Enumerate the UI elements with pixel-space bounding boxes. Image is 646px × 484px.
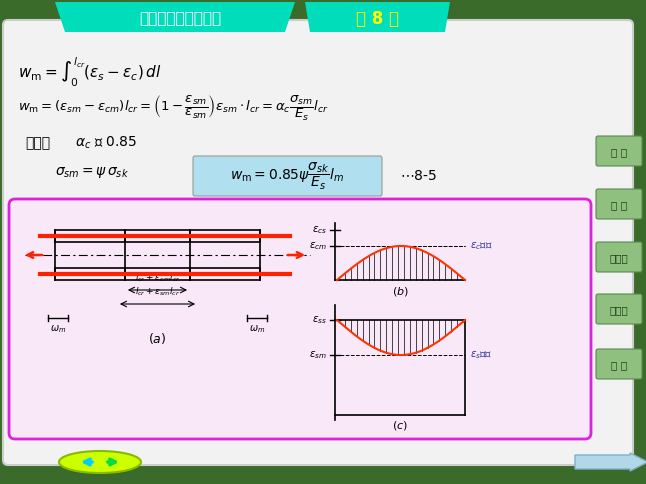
Text: $\omega_m$: $\omega_m$ xyxy=(50,323,66,335)
Text: $\omega_m$: $\omega_m$ xyxy=(249,323,265,335)
Text: 第 8 章: 第 8 章 xyxy=(355,10,399,28)
Text: 上一章: 上一章 xyxy=(610,253,629,263)
Bar xyxy=(125,230,190,242)
Bar xyxy=(55,230,125,242)
Text: $\varepsilon_{ss}$: $\varepsilon_{ss}$ xyxy=(312,314,327,326)
Text: 帮 助: 帮 助 xyxy=(611,360,627,370)
FancyBboxPatch shape xyxy=(596,242,642,272)
Text: $(a)$: $(a)$ xyxy=(149,331,167,346)
FancyBboxPatch shape xyxy=(596,136,642,166)
Text: $(b)$: $(b)$ xyxy=(391,286,408,299)
Text: $\varepsilon_{sm}$: $\varepsilon_{sm}$ xyxy=(309,349,327,361)
Text: $\alpha_c$ 取 0.85: $\alpha_c$ 取 0.85 xyxy=(75,135,137,151)
FancyBboxPatch shape xyxy=(3,20,633,465)
Text: $w_{\rm m} = 0.85\psi\dfrac{\sigma_{sk}}{E_s}l_m$: $w_{\rm m} = 0.85\psi\dfrac{\sigma_{sk}}… xyxy=(230,160,344,192)
Text: $\cdots8\text{-}5$: $\cdots8\text{-}5$ xyxy=(400,169,437,183)
Text: 下一章: 下一章 xyxy=(610,305,629,315)
FancyBboxPatch shape xyxy=(596,294,642,324)
FancyArrow shape xyxy=(575,453,646,471)
Text: $w_{\rm m} = \int_0^{l_{cr}}(\varepsilon_s - \varepsilon_c)\,dl$: $w_{\rm m} = \int_0^{l_{cr}}(\varepsilon… xyxy=(18,55,162,89)
FancyBboxPatch shape xyxy=(9,199,591,439)
Text: $\varepsilon_s$分布: $\varepsilon_s$分布 xyxy=(470,349,492,361)
Text: $\varepsilon_c$分布: $\varepsilon_c$分布 xyxy=(470,240,492,252)
Polygon shape xyxy=(55,2,295,32)
Polygon shape xyxy=(305,2,450,32)
Text: 混凝土结构设计原理: 混凝土结构设计原理 xyxy=(139,12,221,27)
Text: 式中：: 式中： xyxy=(25,136,50,150)
Text: 目 录: 目 录 xyxy=(611,200,627,210)
Text: $l_{cr}+\varepsilon_{cm}l_{cr}$: $l_{cr}+\varepsilon_{cm}l_{cr}$ xyxy=(135,272,180,284)
Bar xyxy=(125,268,190,280)
FancyBboxPatch shape xyxy=(193,156,382,196)
Bar xyxy=(190,230,260,242)
Text: $(c)$: $(c)$ xyxy=(392,419,408,432)
Text: $\varepsilon_{cs}$: $\varepsilon_{cs}$ xyxy=(312,224,327,236)
Text: $\sigma_{sm} = \psi\,\sigma_{sk}$: $\sigma_{sm} = \psi\,\sigma_{sk}$ xyxy=(55,165,129,180)
Text: $w_{\rm m} = (\varepsilon_{sm} - \varepsilon_{cm})l_{cr} = \left(1 - \dfrac{\var: $w_{\rm m} = (\varepsilon_{sm} - \vareps… xyxy=(18,93,329,122)
Text: 主 页: 主 页 xyxy=(611,147,627,157)
Text: $\varepsilon_{cm}$: $\varepsilon_{cm}$ xyxy=(309,240,327,252)
Ellipse shape xyxy=(59,451,141,473)
Text: $l_{cr}+\varepsilon_{sm}l_{cr}$: $l_{cr}+\varepsilon_{sm}l_{cr}$ xyxy=(135,286,180,298)
Bar xyxy=(190,268,260,280)
FancyBboxPatch shape xyxy=(596,349,642,379)
Bar xyxy=(55,268,125,280)
FancyBboxPatch shape xyxy=(596,189,642,219)
